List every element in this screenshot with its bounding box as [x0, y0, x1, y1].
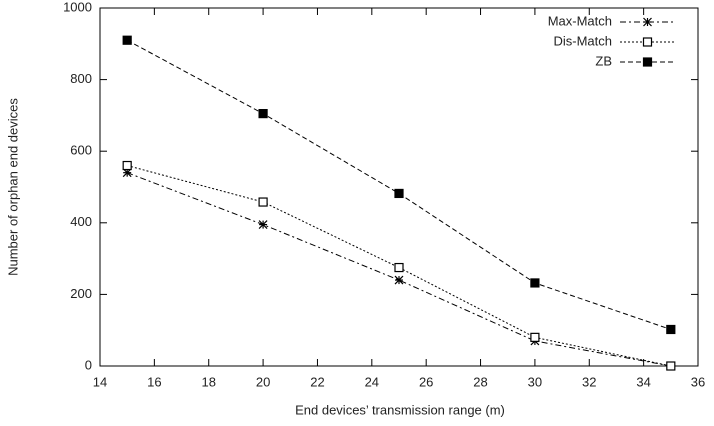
series-line: [127, 165, 671, 367]
marker-square: [642, 57, 653, 67]
x-tick-label: 22: [310, 374, 324, 389]
y-tick-label: 0: [85, 357, 92, 372]
x-tick-label: 16: [147, 374, 161, 389]
x-tick-label: 36: [691, 374, 705, 389]
marker-square: [258, 109, 268, 119]
x-tick-label: 28: [473, 374, 487, 389]
y-axis-label: Number of orphan end devices: [5, 98, 20, 276]
marker-square: [394, 262, 404, 273]
x-tick-label: 18: [201, 374, 215, 389]
x-tick-label: 26: [419, 374, 433, 389]
y-tick-label: 200: [70, 286, 92, 301]
marker-square: [530, 278, 540, 288]
x-tick-label: 34: [636, 374, 650, 389]
marker: [530, 332, 540, 342]
marker: [258, 197, 268, 207]
marker: [258, 109, 268, 119]
x-tick-label: 30: [528, 374, 542, 389]
marker: [394, 188, 404, 199]
legend-label: Dis-Match: [553, 33, 612, 48]
legend-label: ZB: [595, 53, 612, 68]
x-tick-label: 14: [93, 374, 107, 389]
marker-stroke: [258, 220, 268, 230]
marker: [643, 17, 652, 27]
y-tick-label: 400: [70, 214, 92, 229]
marker: [122, 35, 132, 45]
marker-square: [642, 37, 653, 47]
plot-frame: [99, 7, 699, 367]
y-tick-label: 1000: [63, 0, 92, 14]
marker-square: [666, 324, 676, 335]
marker: [530, 278, 540, 288]
marker-square: [394, 188, 404, 199]
y-tick-label: 600: [70, 143, 92, 158]
legend-label: Max-Match: [548, 13, 612, 28]
marker: [642, 37, 653, 47]
x-tick-label: 20: [256, 374, 270, 389]
marker: [666, 361, 676, 371]
marker: [122, 160, 132, 171]
marker-square: [122, 35, 132, 45]
marker: [642, 57, 653, 67]
marker-stroke: [394, 275, 404, 285]
y-tick-label: 800: [70, 71, 92, 86]
series-line: [126, 39, 671, 330]
marker: [394, 275, 404, 285]
x-tick-label: 32: [582, 374, 596, 389]
marker: [258, 220, 268, 230]
marker-square: [122, 160, 132, 171]
marker-square: [530, 332, 540, 342]
marker-stroke: [643, 17, 652, 27]
marker: [394, 262, 404, 273]
marker-square: [258, 197, 268, 207]
x-tick-label: 24: [365, 374, 379, 389]
x-axis-label: End devices’ transmission range (m): [295, 402, 505, 417]
marker-square: [666, 361, 676, 371]
marker: [666, 324, 676, 335]
